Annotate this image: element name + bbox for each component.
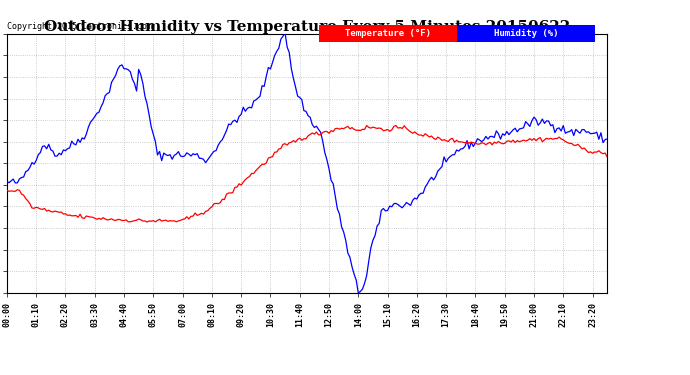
FancyBboxPatch shape <box>319 25 457 42</box>
FancyBboxPatch shape <box>457 25 595 42</box>
Text: Copyright 2015 Cartronics.com: Copyright 2015 Cartronics.com <box>7 22 152 31</box>
Title: Outdoor Humidity vs Temperature Every 5 Minutes 20150622: Outdoor Humidity vs Temperature Every 5 … <box>44 20 570 34</box>
Text: Temperature (°F): Temperature (°F) <box>345 28 431 38</box>
Text: Humidity (%): Humidity (%) <box>494 28 558 38</box>
